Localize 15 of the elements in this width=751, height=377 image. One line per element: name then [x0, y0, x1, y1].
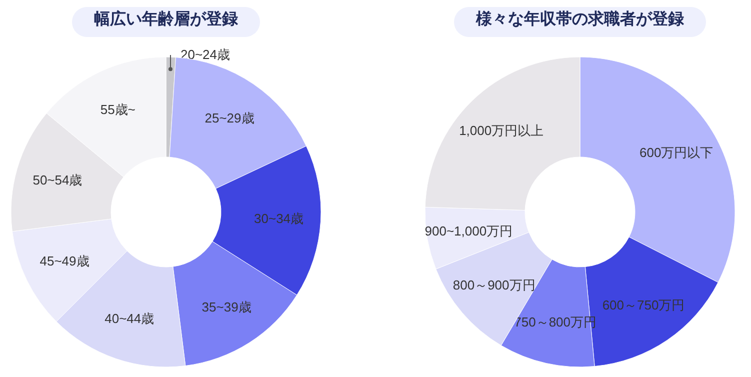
chart-title: 幅広い年齢層が登録 [94, 9, 238, 28]
chart-title: 様々な年収帯の求職者が登録 [475, 10, 684, 28]
slice-label: 30~34歳 [254, 211, 304, 226]
slice-label: 750～800万円 [514, 314, 597, 330]
slice-label: 600万円以下 [639, 144, 714, 160]
slice-label: 55歳~ [100, 102, 136, 117]
slice-label: 600～750万円 [602, 297, 685, 312]
slice-label: 35~39歳 [202, 299, 252, 314]
slice-label: 50~54歳 [32, 172, 82, 188]
slice-label: 25~29歳 [204, 110, 254, 126]
slice-label: 40~44歳 [104, 310, 154, 326]
slice-label: 900~1,000万円 [424, 223, 513, 238]
slice-label: 1,000万円以上 [459, 122, 544, 138]
slice-label: 800～900万円 [452, 277, 536, 292]
slice-label: 45~49歳 [40, 254, 90, 269]
